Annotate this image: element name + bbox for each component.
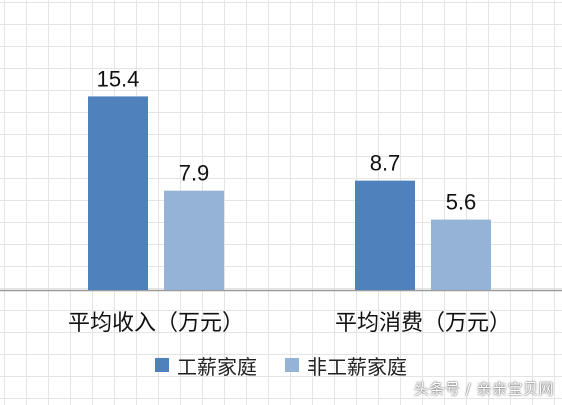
watermark-text: 头条号 / 亲亲宝贝网 bbox=[413, 380, 554, 398]
legend-item-non-salaried: 非工薪家庭 bbox=[285, 351, 407, 380]
bar-non-salaried-1 bbox=[431, 219, 491, 290]
category-label-0: 平均收入（万元） bbox=[68, 311, 244, 336]
legend-item-salaried: 工薪家庭 bbox=[155, 351, 257, 380]
bar-salaried-1 bbox=[355, 180, 415, 290]
data-label-salaried-1: 8.7 bbox=[370, 151, 401, 176]
legend-swatch-non-salaried bbox=[285, 358, 299, 372]
legend-swatch-salaried bbox=[155, 358, 169, 372]
legend-label-salaried: 工薪家庭 bbox=[177, 354, 257, 379]
legend: 工薪家庭 非工薪家庭 bbox=[0, 350, 562, 380]
legend-label-non-salaried: 非工薪家庭 bbox=[307, 354, 407, 379]
bar-non-salaried-0 bbox=[164, 190, 224, 290]
data-label-non-salaried-1: 5.6 bbox=[446, 190, 477, 215]
data-label-salaried-0: 15.4 bbox=[97, 66, 140, 91]
category-label-1: 平均消费（万元） bbox=[335, 311, 511, 336]
data-label-non-salaried-0: 7.9 bbox=[179, 161, 210, 186]
bar-salaried-0 bbox=[88, 96, 148, 291]
